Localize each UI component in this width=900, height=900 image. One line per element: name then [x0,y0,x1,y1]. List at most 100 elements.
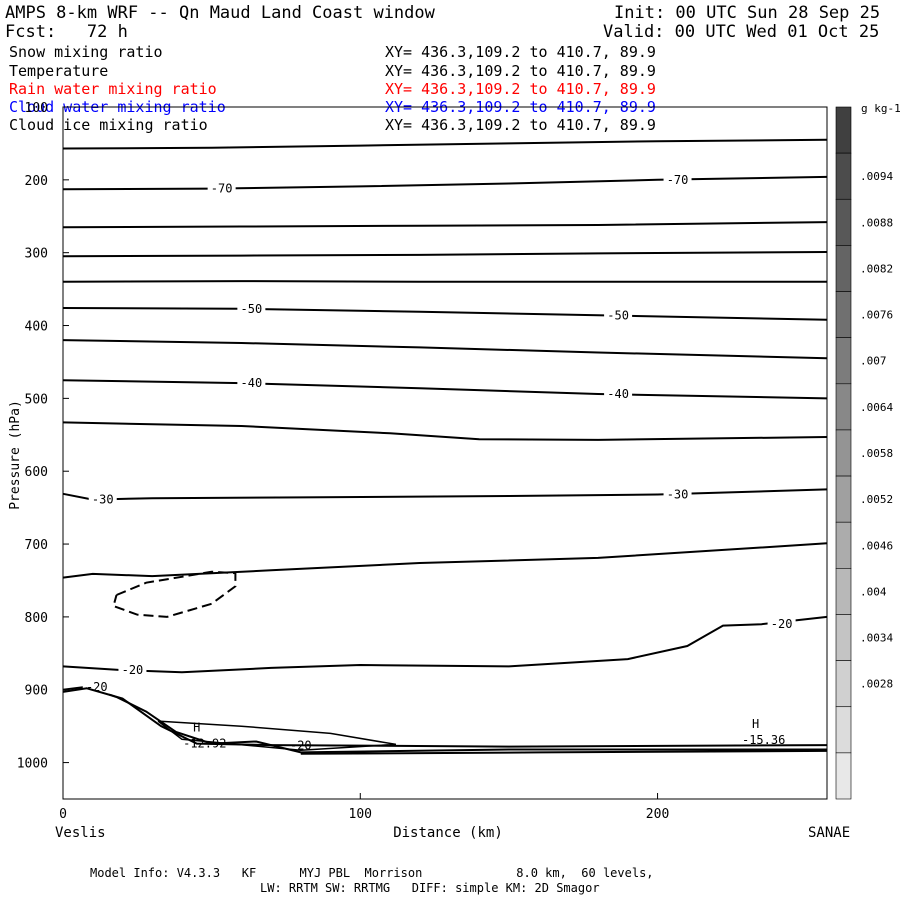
high-value: -12.92 [183,736,226,750]
x-tick-label: 0 [59,807,67,822]
isotherm-line [62,421,828,441]
isotherm-label: -50 [241,302,263,316]
y-axis: 100 200 300 400 500 600 700 800 900 1000 [17,101,69,772]
isotherm-label-bg [663,172,692,187]
colorbar-tick-label: .0046 [860,539,893,552]
isotherm-label: -70 [211,182,233,196]
model-info-line2: LW: RRTM SW: RRTMG DIFF: simple KM: 2D S… [260,881,600,895]
high-marker: H [193,720,200,734]
field-label-cloud-ice: Cloud ice mixing ratio [9,116,208,134]
isotherm-line [62,685,827,754]
isotherm-label: -20 [122,663,144,677]
near-surface-contour [300,749,828,755]
isotherm-label-bg [88,492,117,507]
y-tick-label: 800 [25,611,48,626]
cloud-ice-contour [157,720,397,751]
colorbar-tick-label: .007 [860,355,887,368]
isotherm-label: -20 [771,617,793,631]
colorbar-swatch [835,752,852,800]
y-tick-label: 700 [25,538,48,553]
colorbar-tick-label: .004 [860,585,887,598]
isotherm-label: -40 [607,387,629,401]
colorbar-swatch [835,706,852,754]
isotherm-label: -30 [667,488,689,502]
isotherm-label-bg [604,308,633,323]
colorbar: .0094 .0088 .0082 .0076 .007 .0064 .0058 .0052.… [835,106,893,800]
isotherm-line [62,280,827,283]
x-axis-label: Distance (km) [393,825,503,841]
x-end-label: SANAE [808,825,850,841]
colorbar-swatch [835,291,852,338]
isotherm-label: -30 [92,493,114,507]
field-xy-rain: XY= 436.3,109.2 to 410.7, 89.9 [385,80,656,98]
colorbar-tick-label: .0088 [860,216,893,229]
colorbar-tick-label: .0058 [860,447,893,460]
colorbar-swatch [835,383,852,431]
snow-mixing-ratio-contour [112,570,237,618]
colorbar-tick-label: .0052 [860,493,893,506]
chart-title: AMPS 8-km WRF -- Qn Maud Land Coast wind… [5,3,435,23]
y-tick-label: 600 [25,465,48,480]
y-tick-label: 400 [25,320,48,335]
high-value: -15.36 [742,733,785,747]
isotherm-label-bg [82,679,111,694]
isotherm-line [62,221,828,229]
isotherm-line [62,307,828,321]
x-start-label: Veslis [55,825,106,841]
y-tick-label: 100 [25,101,48,116]
colorbar-units: g kg-1 [861,102,900,115]
x-tick-label: 200 [646,807,669,822]
x-axis: 0 100 200 [59,793,669,822]
isotherm-label-bg [118,663,147,678]
colorbar-tick-label: .0034 [860,632,893,645]
colorbar-swatch [835,198,852,246]
plot-frame [62,106,828,800]
isotherm-label-bg [207,181,236,196]
isotherm-label-bg [237,301,266,316]
field-xy-temperature: XY= 436.3,109.2 to 410.7, 89.9 [385,62,656,80]
colorbar-swatch [835,152,852,200]
colorbar-swatch [835,521,852,569]
field-label-rain: Rain water mixing ratio [9,80,217,98]
isotherm-label: -50 [607,308,629,322]
mixing-ratio-contours: -20 H -12.92 H -15.36 [62,570,828,755]
isotherm-line [62,542,828,579]
isotherm-label: -70 [667,173,689,187]
isotherm-line [62,251,828,258]
colorbar-swatch [835,660,852,708]
colorbar-swatch [835,475,852,523]
temperature-contours: -70 -70 -50 -50 -40 -40 -30 -30 -20 -20 -20 [62,138,828,754]
colorbar-swatch [835,106,852,154]
field-label-snow: Snow mixing ratio [9,43,163,61]
isotherm-label: -40 [241,376,263,390]
colorbar-tick-label: .0082 [860,262,893,275]
isotherm-label-bg [604,386,633,401]
high-marker: H [752,717,759,731]
y-tick-label: 300 [25,247,48,262]
inline-contour-label: -20 [290,738,312,752]
y-axis-label: Pressure (hPa) [8,400,23,510]
y-tick-label: 1000 [17,757,48,772]
isotherm-line [62,138,828,150]
isotherm-label-bg [663,487,692,502]
y-tick-label: 900 [25,684,48,699]
colorbar-tick-label: .0028 [860,678,893,691]
isotherm-line [62,615,828,674]
colorbar-swatch [835,614,852,661]
forecast-hour: Fcst: 72 h [5,22,128,42]
init-time: Init: 00 UTC Sun 28 Sep 25 [614,3,881,23]
y-tick-label: 500 [25,392,48,407]
colorbar-swatch [835,568,852,615]
colorbar-swatch [835,429,852,477]
valid-time: Valid: 00 UTC Wed 01 Oct 25 [603,22,880,42]
isotherm-label-bg [237,376,266,391]
model-info-line1: Model Info: V4.3.3 KF MYJ PBL Morrison 8… [90,866,654,880]
y-tick-label: 200 [25,174,48,189]
field-xy-cloud-ice: XY= 436.3,109.2 to 410.7, 89.9 [385,116,656,134]
x-tick-label: 100 [349,807,372,822]
isotherm-line [62,339,828,360]
colorbar-tick-label: .0064 [860,401,893,414]
field-label-temperature: Temperature [9,62,109,80]
isotherm-line [62,379,828,400]
